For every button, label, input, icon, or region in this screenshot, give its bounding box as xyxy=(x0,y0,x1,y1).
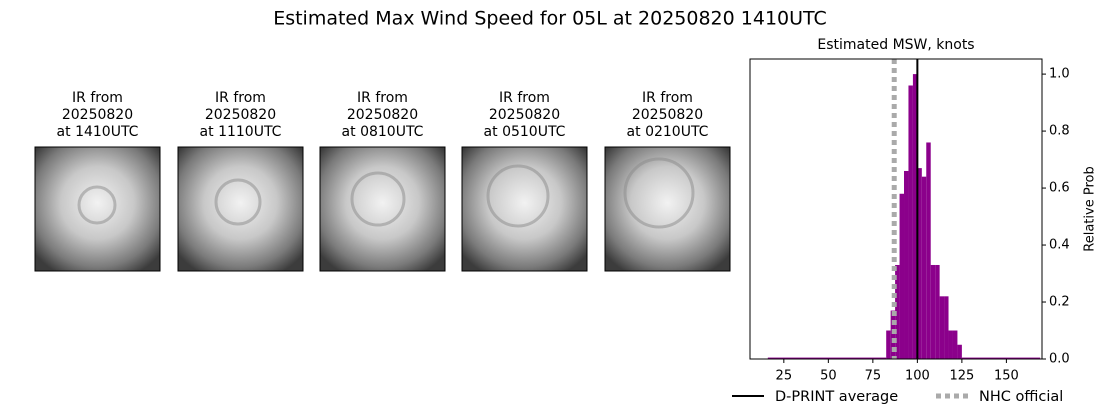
bar xyxy=(957,344,962,359)
y-tick-label: 0.6 xyxy=(1049,181,1070,196)
bar xyxy=(895,264,900,359)
figure-title: Estimated Max Wind Speed for 05L at 2025… xyxy=(273,8,827,30)
y-axis-label: Relative Prob xyxy=(1083,166,1098,251)
panel-caption: IR from xyxy=(499,90,550,106)
bar xyxy=(908,85,913,359)
ir-image xyxy=(604,146,731,272)
y-tick-label: 0.2 xyxy=(1049,295,1070,310)
bar xyxy=(767,357,887,359)
ir-eye xyxy=(350,171,406,227)
panel-caption: 20250820 xyxy=(347,107,418,123)
panel-caption: 20250820 xyxy=(632,107,703,123)
panel-caption: at 0510UTC xyxy=(484,124,566,140)
bar xyxy=(912,74,918,359)
bar xyxy=(921,176,927,359)
x-tick-label: 75 xyxy=(865,369,882,384)
panel-caption: at 0210UTC xyxy=(627,124,709,140)
bar xyxy=(926,142,931,359)
bar xyxy=(930,264,936,359)
panel-caption: at 1110UTC xyxy=(200,124,282,140)
y-tick-label: 0.8 xyxy=(1049,124,1070,139)
ir-eye xyxy=(214,178,262,226)
bar xyxy=(899,193,905,359)
panel-caption: IR from xyxy=(215,90,266,106)
y-tick-label: 0.4 xyxy=(1049,238,1070,253)
panel-caption: IR from xyxy=(72,90,123,106)
legend-label: NHC official xyxy=(979,389,1063,405)
bar xyxy=(886,330,891,359)
bar xyxy=(961,357,1041,359)
ir-eye xyxy=(77,185,117,225)
x-tick-label: 125 xyxy=(949,369,974,384)
legend-label: D-PRINT average xyxy=(775,389,898,405)
x-tick-label: 25 xyxy=(776,369,793,384)
bar xyxy=(948,330,953,359)
bar xyxy=(944,296,949,359)
bar xyxy=(917,168,922,359)
x-tick-label: 50 xyxy=(820,369,837,384)
ir-eye xyxy=(623,157,695,229)
bar xyxy=(935,264,940,359)
chart-title: Estimated MSW, knots xyxy=(817,37,974,53)
y-tick-label: 1.0 xyxy=(1049,67,1070,82)
panel-caption: at 0810UTC xyxy=(342,124,424,140)
bar xyxy=(939,296,945,359)
x-tick-label: 100 xyxy=(905,369,930,384)
x-tick-label: 150 xyxy=(994,369,1019,384)
ir-image xyxy=(177,146,304,272)
bar xyxy=(904,170,909,359)
panel-caption: at 1410UTC xyxy=(57,124,139,140)
bar xyxy=(952,330,958,359)
bar xyxy=(890,310,896,359)
y-tick-label: 0.0 xyxy=(1049,352,1070,367)
plot-frame xyxy=(749,58,1043,360)
panel-caption: IR from xyxy=(642,90,693,106)
panel-caption: 20250820 xyxy=(489,107,560,123)
panel-caption: 20250820 xyxy=(62,107,133,123)
ir-image xyxy=(34,146,161,272)
ir-eye xyxy=(486,164,550,228)
ir-image xyxy=(319,146,446,272)
panel-caption: IR from xyxy=(357,90,408,106)
panel-caption: 20250820 xyxy=(205,107,276,123)
